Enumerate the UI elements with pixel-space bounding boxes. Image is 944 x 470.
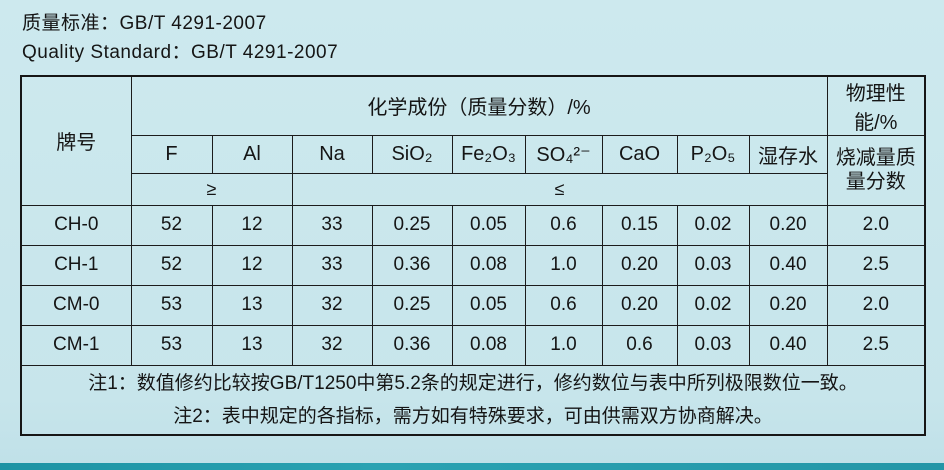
quality-standard-title-cn: 质量标准：GB/T 4291-2007 (22, 13, 267, 34)
value-cell: 12 (211, 244, 293, 286)
value-cell: 0.40 (748, 324, 828, 366)
grade-cell: CM-0 (20, 284, 132, 326)
value-cell: 0.36 (371, 244, 453, 286)
note-line-2: 注2：表中规定的各指标，需方如有特殊要求，可由供需双方协商解决。 (173, 405, 773, 427)
col-header-f: F (130, 134, 213, 174)
table-row-ch0: CH-0 52 12 33 0.25 0.05 0.6 0.15 0.02 0.… (20, 204, 926, 246)
table-row-ch1: CH-1 52 12 33 0.36 0.08 1.0 0.20 0.03 0.… (20, 244, 926, 286)
value-cell: 0.08 (451, 244, 526, 286)
value-cell: 52 (130, 244, 213, 286)
value-cell: 0.03 (676, 324, 750, 366)
grade-cell: CH-0 (20, 204, 132, 246)
value-cell: 0.25 (371, 284, 453, 326)
value-cell: 0.03 (676, 244, 750, 286)
notes-row: 注1：数值修约比较按GB/T1250中第5.2条的规定进行，修约数位与表中所列极… (20, 364, 926, 436)
col-header-sio2: SiO₂ (371, 134, 453, 174)
grade-column-header: 牌号 (20, 75, 132, 206)
scan-edge-strip (0, 463, 944, 470)
value-cell: 13 (211, 284, 293, 326)
grade-cell: CM-1 (20, 324, 132, 366)
value-cell: 0.08 (451, 324, 526, 366)
value-cell: 0.20 (748, 284, 828, 326)
phys-value-cell: 2.5 (826, 244, 926, 286)
greater-equal-cell: ≥ (130, 172, 293, 206)
value-cell: 1.0 (524, 324, 603, 366)
phys-value-cell: 2.0 (826, 204, 926, 246)
title-block: 质量标准：GB/T 4291-2007 Quality Standard：GB/… (0, 0, 944, 68)
col-header-so4: SO₄²⁻ (524, 134, 603, 174)
value-cell: 0.05 (451, 284, 526, 326)
table-row-cm1: CM-1 53 13 32 0.36 0.08 1.0 0.6 0.03 0.4… (20, 324, 926, 366)
value-cell: 0.02 (676, 284, 750, 326)
value-cell: 0.15 (601, 204, 678, 246)
note-line-1: 注1：数值修约比较按GB/T1250中第5.2条的规定进行，修约数位与表中所列极… (88, 372, 858, 394)
col-header-p2o5: P₂O₅ (676, 134, 750, 174)
loss-on-ignition-subheader: 烧减量质量分数 (826, 134, 926, 206)
value-cell: 33 (291, 244, 373, 286)
col-header-cao: CaO (601, 134, 678, 174)
col-header-fe2o3: Fe₂O₃ (451, 134, 526, 174)
value-cell: 0.6 (601, 324, 678, 366)
value-cell: 0.20 (748, 204, 828, 246)
physical-properties-header: 物理性能/% (826, 75, 926, 136)
chemical-composition-header: 化学成份（质量分数）/% (130, 75, 828, 136)
value-cell: 32 (291, 324, 373, 366)
value-cell: 0.25 (371, 204, 453, 246)
grade-cell: CH-1 (20, 244, 132, 286)
value-cell: 1.0 (524, 244, 603, 286)
phys-value-cell: 2.0 (826, 284, 926, 326)
col-header-moisture: 湿存水 (748, 134, 828, 174)
value-cell: 52 (130, 204, 213, 246)
value-cell: 32 (291, 284, 373, 326)
table-row-cm0: CM-0 53 13 32 0.25 0.05 0.6 0.20 0.02 0.… (20, 284, 926, 326)
value-cell: 0.02 (676, 204, 750, 246)
value-cell: 0.36 (371, 324, 453, 366)
spec-table: 牌号 化学成份（质量分数）/% 物理性能/% F Al Na SiO₂ Fe₂O… (20, 74, 927, 436)
notes-cell: 注1：数值修约比较按GB/T1250中第5.2条的规定进行，修约数位与表中所列极… (20, 364, 926, 436)
col-header-al: Al (211, 134, 293, 174)
value-cell: 0.6 (524, 284, 603, 326)
quality-standard-title-en: Quality Standard：GB/T 4291-2007 (22, 42, 339, 64)
value-cell: 33 (291, 204, 373, 246)
value-cell: 53 (130, 324, 213, 366)
col-header-na: Na (291, 134, 373, 174)
value-cell: 0.05 (451, 204, 526, 246)
less-equal-cell: ≤ (291, 172, 828, 206)
value-cell: 0.20 (601, 284, 678, 326)
value-cell: 12 (211, 204, 293, 246)
phys-value-cell: 2.5 (826, 324, 926, 366)
value-cell: 0.20 (601, 244, 678, 286)
value-cell: 53 (130, 284, 213, 326)
value-cell: 0.40 (748, 244, 828, 286)
value-cell: 13 (211, 324, 293, 366)
value-cell: 0.6 (524, 204, 603, 246)
